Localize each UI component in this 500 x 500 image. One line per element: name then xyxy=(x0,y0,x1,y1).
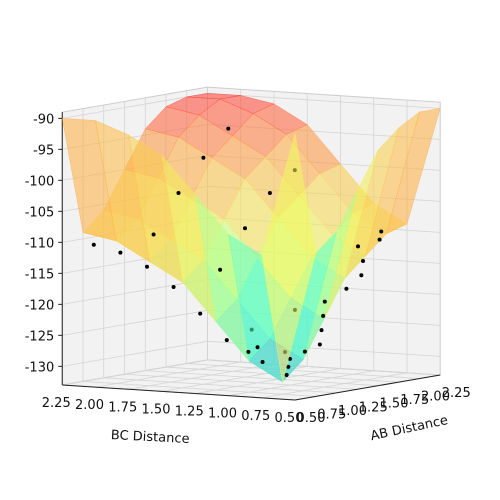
data-point xyxy=(344,286,349,291)
z-tick-label: -90 xyxy=(33,112,54,127)
data-point xyxy=(317,342,322,347)
data-point xyxy=(321,313,326,318)
data-point xyxy=(145,264,149,269)
z-tick-label: -100 xyxy=(25,174,55,189)
data-point xyxy=(379,229,384,234)
x-tick-label: 0.50 xyxy=(297,411,326,426)
data-point xyxy=(226,126,231,131)
x-tick-label: 1.00 xyxy=(338,404,367,419)
data-point xyxy=(198,311,203,316)
z-tick-label: -95 xyxy=(33,143,54,158)
data-point xyxy=(246,349,251,354)
x-axis-label: AB Distance xyxy=(369,413,449,444)
data-point xyxy=(224,338,229,343)
z-tick-label: -120 xyxy=(25,298,55,313)
y-tick-label: 1.25 xyxy=(175,405,204,420)
data-point xyxy=(361,259,365,264)
data-point xyxy=(302,349,307,354)
y-axis-label: BC Distance xyxy=(110,428,189,447)
data-point xyxy=(91,242,96,247)
x-axis xyxy=(294,374,441,401)
data-point xyxy=(118,250,123,255)
data-point xyxy=(356,244,360,249)
x-tick-label: 0.75 xyxy=(317,407,346,422)
z-tick-label: -105 xyxy=(25,205,55,220)
y-tick-label: 1.50 xyxy=(142,402,171,417)
data-point xyxy=(322,299,327,304)
data-point xyxy=(284,372,289,377)
x-tick-label: 2.25 xyxy=(442,386,471,401)
data-point xyxy=(171,285,176,290)
z-tick-label: -125 xyxy=(25,329,55,344)
data-point xyxy=(286,364,291,369)
data-point xyxy=(267,191,272,196)
data-point xyxy=(377,237,382,242)
y-tick-label: 0.50 xyxy=(275,411,304,426)
data-point xyxy=(176,191,181,195)
z-tick-label: -130 xyxy=(25,360,55,375)
data-point xyxy=(218,267,223,272)
y-tick-label: 0.75 xyxy=(241,409,270,424)
y-tick-label: 2.25 xyxy=(42,396,71,411)
z-tick-label: -110 xyxy=(25,236,55,251)
data-point xyxy=(255,345,260,350)
x-tick-label: 1.75 xyxy=(400,393,429,408)
data-point xyxy=(151,232,156,237)
x-tick-label: 2.00 xyxy=(421,390,450,405)
surface-patch xyxy=(261,133,317,382)
grid-line xyxy=(62,340,441,367)
data-point xyxy=(359,273,364,278)
x-tick-label: 1.50 xyxy=(380,397,409,412)
data-point xyxy=(201,155,206,160)
x-tick-label: 1.25 xyxy=(359,400,388,415)
y-tick-label: 1.00 xyxy=(208,407,237,422)
data-point xyxy=(260,359,265,364)
y-tick-label: 2.00 xyxy=(75,398,104,413)
y-axis xyxy=(62,384,296,401)
data-point xyxy=(243,226,247,231)
y-tick-label: 1.75 xyxy=(108,400,137,415)
data-point xyxy=(319,328,324,333)
z-tick-label: -115 xyxy=(25,267,55,282)
